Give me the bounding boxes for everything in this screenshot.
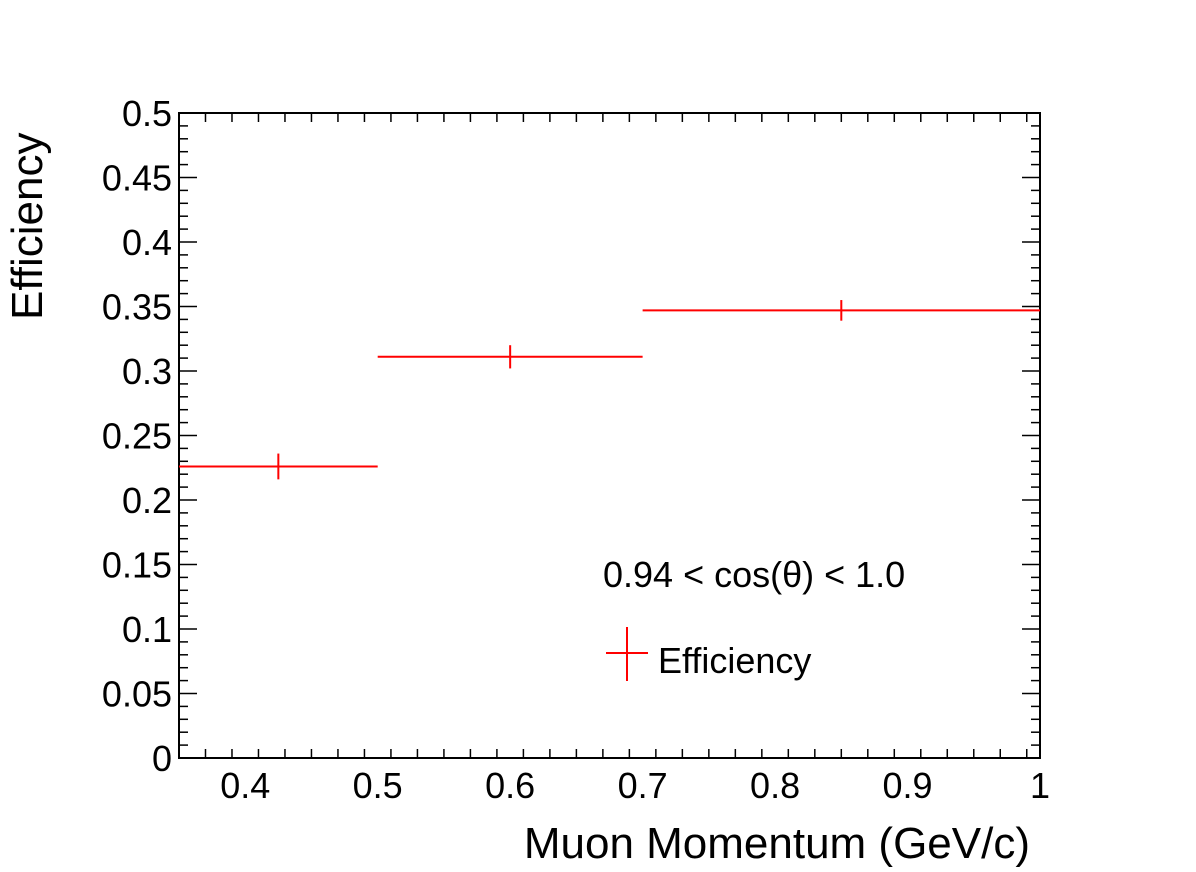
y-tick-label: 0.05	[102, 674, 172, 715]
plot-frame	[178, 112, 1041, 759]
x-tick-label: 0.7	[618, 765, 668, 806]
y-tick-label: 0.25	[102, 416, 172, 457]
y-tick-label: 0.15	[102, 545, 172, 586]
legend: Efficiency	[606, 627, 811, 681]
y-tick-label: 0.3	[122, 351, 172, 392]
x-tick-label: 0.6	[485, 765, 535, 806]
x-tick-label: 0.9	[883, 765, 933, 806]
y-tick-label: 0.1	[122, 609, 172, 650]
axis-ticks	[178, 112, 1040, 759]
cos-theta-annotation: 0.94 < cos(θ) < 1.0	[603, 554, 905, 595]
y-tick-labels: 0 0.05 0.1 0.15 0.2 0.25 0.3 0.35 0.4 0.45 0.5	[102, 93, 172, 779]
x-tick-label: 0.5	[353, 765, 403, 806]
y-tick-label: 0.4	[122, 222, 172, 263]
x-tick-label: 0.8	[750, 765, 800, 806]
y-tick-label: 0	[152, 738, 172, 779]
y-tick-label: 0.2	[122, 480, 172, 521]
y-tick-label: 0.45	[102, 158, 172, 199]
y-tick-label: 0.35	[102, 287, 172, 328]
x-tick-label: 0.4	[220, 765, 270, 806]
data-point	[642, 300, 1040, 321]
data-point	[179, 453, 378, 480]
y-tick-label: 0.5	[122, 93, 172, 134]
data-points	[179, 300, 1040, 480]
x-axis-title: Muon Momentum (GeV/c)	[524, 819, 1030, 868]
data-point	[377, 345, 643, 369]
legend-entry-efficiency: Efficiency	[658, 640, 811, 681]
y-axis-title: Efficiency	[3, 133, 52, 321]
x-tick-label: 1	[1030, 765, 1050, 806]
x-tick-labels: 0.4 0.5 0.6 0.7 0.8 0.9 1	[220, 765, 1050, 806]
